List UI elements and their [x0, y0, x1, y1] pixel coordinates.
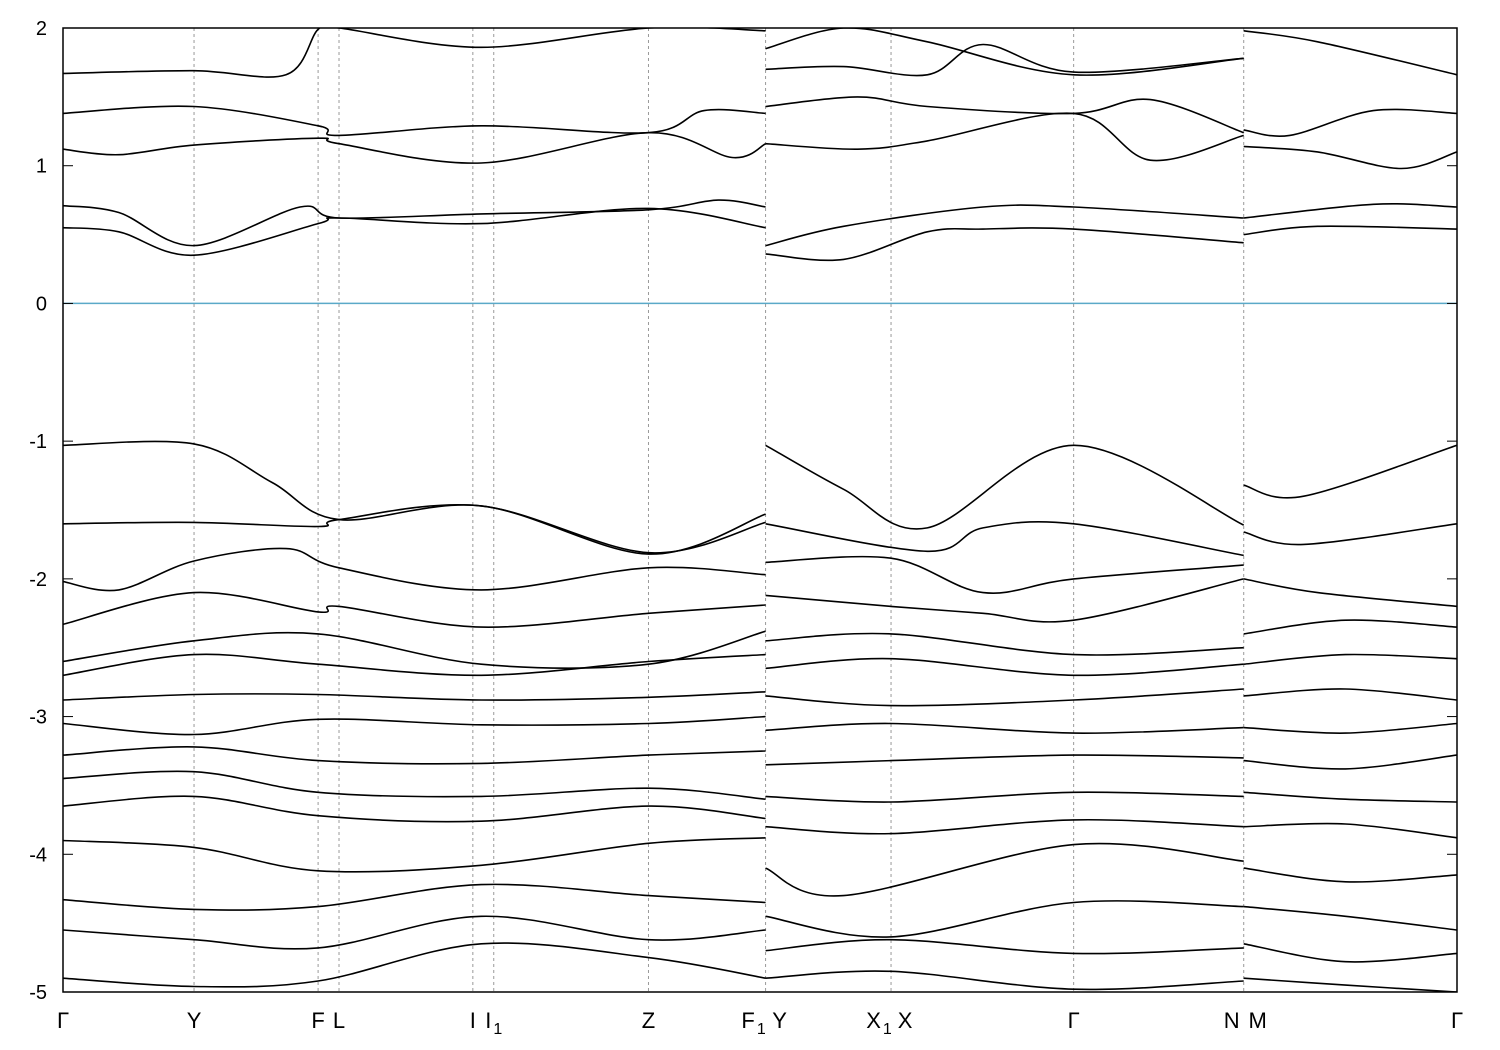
band-line-28 [63, 653, 766, 677]
band-line-45 [765, 842, 1244, 897]
band-line-39 [765, 657, 1244, 677]
band-line-8 [765, 112, 1244, 162]
y-tick-label: 1 [36, 156, 47, 178]
band-line-52 [1243, 722, 1457, 734]
y-axis: 2 1 0 -1 -2 -3 -4 -5 [29, 18, 1457, 1004]
band-line-35 [63, 883, 766, 911]
band-line-21 [765, 520, 1244, 557]
y-tick-label: -1 [29, 431, 47, 453]
band-line-32 [63, 770, 766, 800]
band-line-46 [765, 900, 1244, 938]
band-line-1 [63, 105, 766, 137]
band-line-16 [63, 440, 766, 555]
kpoint-label-sub: 1 [757, 1021, 766, 1038]
band-line-22 [765, 555, 1244, 594]
y-tick-label: -4 [29, 844, 47, 866]
kpoint-gridlines [193, 28, 1245, 992]
kpoint-label: Γ [1451, 1008, 1463, 1033]
bands [63, 28, 1457, 992]
band-line-37 [63, 942, 766, 988]
band-line-56 [1243, 867, 1457, 883]
y-tick-label: -2 [29, 569, 47, 591]
band-line-58 [1243, 943, 1457, 963]
band-line-51 [1243, 688, 1457, 701]
kpoint-label: Y [772, 1008, 787, 1033]
band-line-23 [765, 578, 1244, 623]
band-line-17 [63, 503, 766, 554]
band-line-14 [1243, 203, 1457, 219]
band-line-38 [765, 632, 1244, 656]
kpoint-label: M [1249, 1008, 1267, 1033]
band-line-57 [1243, 905, 1457, 931]
band-line-29 [63, 691, 766, 701]
band-line-19 [63, 591, 766, 628]
band-line-27 [63, 630, 766, 669]
kpoint-label: X [898, 1008, 913, 1033]
band-line-36 [63, 915, 766, 950]
band-line-5 [765, 28, 1244, 76]
kpoint-label-sub: 1 [883, 1021, 892, 1038]
band-line-12 [1243, 108, 1457, 137]
band-line-30 [63, 715, 766, 736]
kpoint-label: Γ [1068, 1008, 1080, 1033]
kpoint-label: L [333, 1008, 345, 1033]
kpoint-label: F [311, 1008, 324, 1033]
band-line-18 [63, 547, 766, 592]
band-line-44 [765, 818, 1244, 835]
band-line-9 [765, 204, 1244, 247]
kpoint-label: Γ [57, 1008, 69, 1033]
band-line-34 [63, 837, 766, 873]
band-line-33 [63, 795, 766, 823]
band-line-41 [765, 722, 1244, 734]
band-line-59 [1243, 977, 1457, 992]
band-line-15 [1243, 225, 1457, 236]
kpoint-label: Z [642, 1008, 655, 1033]
kpoint-label: Y [187, 1008, 202, 1033]
y-tick-label: -3 [29, 707, 47, 729]
band-line-40 [765, 688, 1244, 707]
band-line-47 [765, 938, 1244, 955]
kpoint-label-sub: 1 [493, 1021, 502, 1038]
band-line-26 [1243, 578, 1457, 608]
band-line-7 [765, 96, 1244, 134]
y-tick-label: -5 [29, 982, 47, 1004]
band-line-13 [1243, 145, 1457, 170]
band-line-25 [1243, 523, 1457, 546]
band-line-49 [1243, 619, 1457, 635]
plot-frame [62, 27, 1458, 993]
band-line-24 [1243, 444, 1457, 499]
band-line-48 [765, 970, 1244, 991]
band-line-54 [1243, 791, 1457, 803]
band-line-11 [1243, 30, 1457, 76]
band-line-53 [1243, 754, 1457, 770]
y-tick-label: 2 [36, 18, 47, 40]
band-line-50 [1243, 653, 1457, 665]
y-tick-label: 0 [36, 293, 47, 315]
band-line-42 [765, 754, 1244, 766]
band-line-10 [765, 227, 1244, 262]
kpoint-label: N [1224, 1008, 1240, 1033]
band-line-55 [1243, 822, 1457, 839]
band-line-43 [765, 791, 1244, 803]
band-line-20 [765, 444, 1245, 530]
band-line-6 [765, 43, 1244, 77]
band-line-31 [63, 746, 766, 765]
band-line-4 [63, 207, 766, 257]
band-line-2 [63, 131, 766, 164]
band-line-0 [63, 28, 766, 78]
kpoint-label: I [470, 1008, 476, 1033]
